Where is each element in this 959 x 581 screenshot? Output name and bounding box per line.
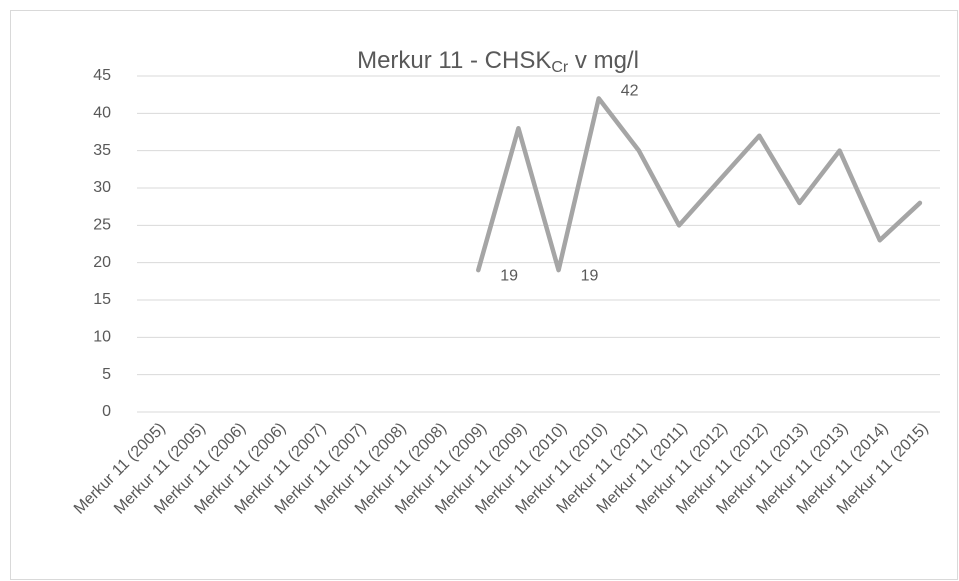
title-main: Merkur 11 - CHSK	[357, 47, 551, 74]
y-tick-label: 20	[93, 254, 111, 271]
chart-title: Merkur 11 - CHSKCr v mg/l	[357, 47, 639, 76]
y-tick-label: 25	[93, 217, 111, 234]
y-tick-label: 30	[93, 179, 111, 196]
y-tick-label: 40	[93, 105, 111, 122]
y-tick-label: 5	[102, 366, 111, 383]
y-tick-label: 0	[102, 403, 111, 420]
chart-frame	[10, 10, 958, 580]
y-tick-label: 35	[93, 142, 111, 159]
data-label: 42	[621, 83, 639, 100]
y-tick-label: 15	[93, 291, 111, 308]
y-tick-label: 10	[93, 329, 111, 346]
title-sub: Cr	[551, 59, 569, 76]
title-end: v mg/l	[568, 47, 639, 74]
y-tick-label: 45	[93, 67, 111, 84]
series-line	[476, 96, 923, 273]
data-label: 19	[581, 267, 599, 284]
data-label: 19	[500, 267, 518, 284]
